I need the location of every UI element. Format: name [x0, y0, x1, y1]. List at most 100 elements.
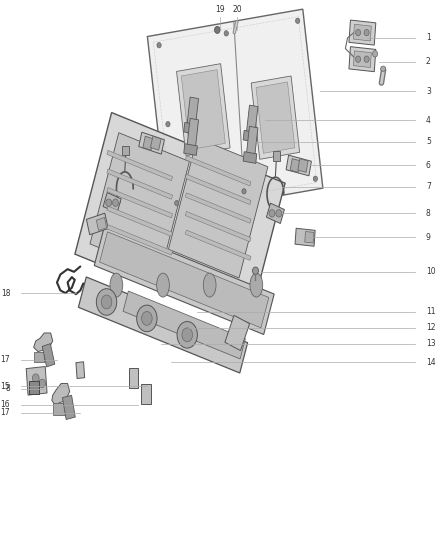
Ellipse shape	[175, 200, 179, 206]
Polygon shape	[96, 217, 107, 230]
Text: 15: 15	[1, 382, 11, 391]
Polygon shape	[273, 151, 279, 161]
Ellipse shape	[215, 27, 220, 34]
Ellipse shape	[166, 122, 170, 127]
Polygon shape	[107, 169, 173, 199]
Text: 1: 1	[426, 34, 431, 43]
Text: 17: 17	[1, 408, 11, 417]
Text: 4: 4	[426, 116, 431, 125]
Text: 9: 9	[426, 233, 431, 242]
Text: 5: 5	[426, 137, 431, 146]
Ellipse shape	[106, 199, 112, 206]
Ellipse shape	[224, 31, 228, 36]
Text: 10: 10	[426, 268, 436, 276]
Text: 8: 8	[6, 384, 11, 393]
Polygon shape	[94, 225, 274, 335]
Text: 7: 7	[426, 182, 431, 191]
Polygon shape	[99, 232, 269, 328]
Ellipse shape	[101, 295, 112, 309]
Polygon shape	[107, 150, 173, 181]
Polygon shape	[122, 146, 129, 156]
Polygon shape	[107, 206, 173, 237]
Polygon shape	[139, 132, 164, 154]
Ellipse shape	[356, 29, 360, 36]
Polygon shape	[86, 213, 108, 235]
Ellipse shape	[157, 43, 161, 48]
Polygon shape	[52, 383, 70, 405]
Polygon shape	[147, 9, 323, 215]
Polygon shape	[185, 174, 251, 205]
Ellipse shape	[373, 51, 378, 57]
Text: 3: 3	[426, 86, 431, 95]
Polygon shape	[34, 352, 45, 362]
Polygon shape	[177, 63, 230, 156]
Polygon shape	[141, 384, 151, 404]
Polygon shape	[53, 403, 65, 415]
Ellipse shape	[110, 273, 123, 297]
Text: 17: 17	[1, 355, 11, 364]
Ellipse shape	[381, 66, 386, 71]
Polygon shape	[143, 136, 153, 150]
Text: 18: 18	[1, 288, 11, 297]
Text: 12: 12	[426, 323, 435, 332]
Ellipse shape	[182, 328, 193, 342]
Ellipse shape	[364, 29, 369, 36]
Polygon shape	[266, 203, 284, 223]
Ellipse shape	[364, 56, 369, 62]
Polygon shape	[246, 105, 258, 135]
Polygon shape	[349, 20, 376, 45]
Polygon shape	[246, 126, 258, 157]
Ellipse shape	[39, 379, 46, 387]
Polygon shape	[78, 277, 247, 373]
Ellipse shape	[177, 321, 198, 348]
Ellipse shape	[242, 189, 246, 194]
Polygon shape	[187, 97, 198, 127]
Polygon shape	[107, 188, 173, 218]
Ellipse shape	[269, 209, 275, 217]
Polygon shape	[129, 368, 138, 388]
Ellipse shape	[113, 199, 118, 206]
Text: 2: 2	[426, 58, 431, 66]
Ellipse shape	[356, 56, 360, 62]
Polygon shape	[298, 159, 308, 172]
Ellipse shape	[96, 289, 117, 315]
Polygon shape	[151, 136, 161, 150]
Polygon shape	[185, 156, 251, 186]
Polygon shape	[184, 144, 198, 156]
Polygon shape	[349, 47, 376, 71]
Polygon shape	[185, 193, 251, 223]
Polygon shape	[169, 138, 268, 278]
Polygon shape	[75, 112, 285, 325]
Ellipse shape	[203, 273, 216, 297]
Polygon shape	[123, 291, 245, 359]
Polygon shape	[187, 118, 198, 149]
Text: 6: 6	[426, 161, 431, 170]
Polygon shape	[76, 362, 85, 378]
Text: 16: 16	[1, 400, 11, 409]
Polygon shape	[63, 395, 75, 419]
Polygon shape	[90, 133, 189, 273]
Text: 19: 19	[215, 5, 225, 14]
Ellipse shape	[253, 267, 258, 274]
Polygon shape	[42, 344, 55, 367]
Polygon shape	[286, 155, 311, 176]
Polygon shape	[28, 381, 39, 394]
Polygon shape	[225, 316, 250, 351]
Ellipse shape	[250, 273, 263, 297]
Polygon shape	[185, 212, 251, 242]
Polygon shape	[107, 225, 173, 255]
Polygon shape	[353, 24, 371, 41]
Polygon shape	[181, 70, 225, 150]
Polygon shape	[290, 159, 300, 172]
Text: 13: 13	[426, 339, 436, 348]
Polygon shape	[251, 76, 300, 159]
Text: 14: 14	[426, 358, 436, 367]
Polygon shape	[305, 231, 314, 243]
Ellipse shape	[137, 305, 157, 332]
Polygon shape	[256, 82, 295, 154]
Polygon shape	[295, 228, 315, 246]
Ellipse shape	[276, 209, 282, 217]
Polygon shape	[243, 152, 257, 164]
Ellipse shape	[157, 273, 170, 297]
Polygon shape	[26, 367, 47, 395]
